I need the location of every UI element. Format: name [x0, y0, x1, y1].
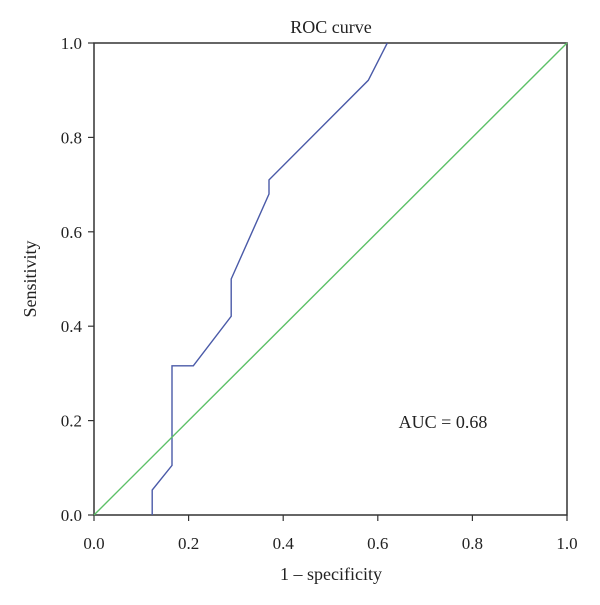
x-tick-label: 0.8	[462, 534, 483, 553]
y-tick-label: 0.0	[61, 506, 82, 525]
x-tick-label: 1.0	[556, 534, 577, 553]
y-tick-label: 1.0	[61, 34, 82, 53]
y-tick-label: 0.4	[61, 317, 83, 336]
chart-title: ROC curve	[290, 17, 371, 37]
series-layer	[93, 42, 568, 516]
x-axis-title: 1 – specificity	[280, 564, 382, 584]
roc-curve-line	[151, 42, 388, 515]
x-tick-label: 0.4	[273, 534, 295, 553]
x-tick-label: 0.0	[83, 534, 104, 553]
y-axis-title: Sensitivity	[20, 240, 40, 317]
y-tick-label: 0.2	[61, 412, 82, 431]
x-tick-label: 0.2	[178, 534, 199, 553]
plot-frame	[93, 42, 568, 516]
y-tick-label: 0.8	[61, 128, 82, 147]
x-tick-label: 0.6	[367, 534, 388, 553]
axis-ticks: 0.0 0.2 0.4 0.6 0.8 1.0 0.0 0.2 0.4 0.6 0.8 1.0	[61, 34, 578, 553]
auc-annotation: AUC = 0.68	[399, 412, 488, 432]
diagonal-reference-line	[93, 42, 568, 516]
y-tick-label: 0.6	[61, 223, 82, 242]
